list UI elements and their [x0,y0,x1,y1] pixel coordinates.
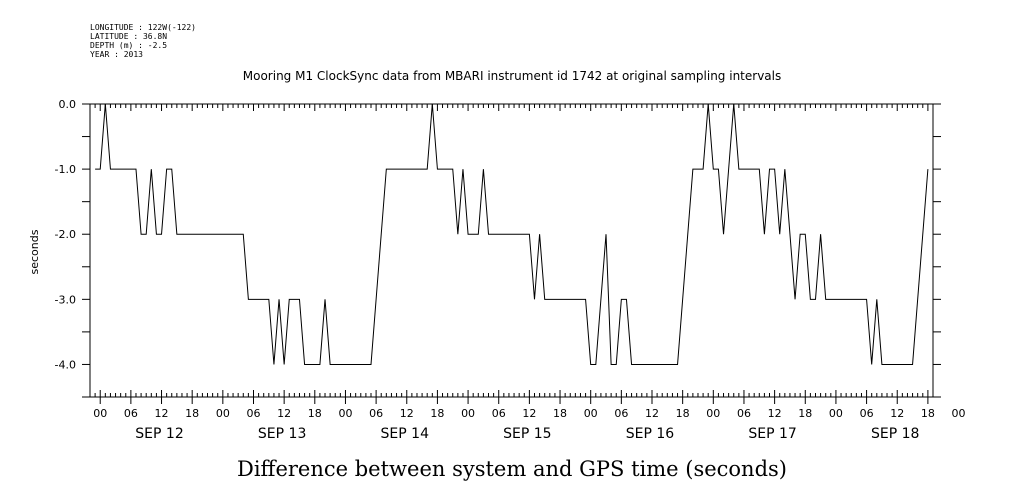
x-tick-label: 12 [277,407,291,420]
day-label: SEP 13 [258,426,306,442]
x-tick-label: 00 [952,407,966,420]
y-tick-label: -1.0 [55,163,76,176]
y-tick-label: 0.0 [59,98,77,111]
x-tick-label: 18 [430,407,444,420]
day-label: SEP 14 [381,426,430,442]
y-tick-label: -3.0 [55,293,76,306]
x-tick-label: 12 [522,407,536,420]
day-label: SEP 18 [871,426,919,442]
x-tick-label: 06 [124,407,138,420]
series-line [95,103,929,365]
y-tick-label: -2.0 [55,228,76,241]
x-tick-label: 06 [614,407,628,420]
x-tick-label: 18 [676,407,690,420]
x-tick-label: 00 [93,407,107,420]
x-tick-label: 00 [706,407,720,420]
y-tick-label: -4.0 [55,358,76,371]
x-tick-label: 12 [400,407,414,420]
x-tick-label: 12 [645,407,659,420]
metadata-block: LONGITUDE : 122W(-122) LATITUDE : 36.8N … [90,23,196,59]
year-label: YEAR : 2013 [90,50,143,59]
x-tick-label: 06 [737,407,751,420]
depth-label: DEPTH (m) : -2.5 [90,41,167,50]
day-labels: SEP 12 SEP 13 SEP 14 SEP 15 SEP 16 SEP 17 SEP … [135,426,919,442]
day-label: SEP 12 [135,426,183,442]
x-tick-label: 00 [338,407,352,420]
x-tick-label: 18 [921,407,935,420]
x-tick-label: 12 [155,407,169,420]
x-tick-label: 06 [492,407,506,420]
day-label: SEP 15 [503,426,551,442]
axis-ticks [82,103,941,404]
x-tick-label: 00 [829,407,843,420]
y-axis-label: seconds [28,229,41,274]
day-label: SEP 17 [748,426,796,442]
x-tick-label: 18 [553,407,567,420]
x-axis-label: Difference between system and GPS time (… [237,457,787,481]
longitude-label: LONGITUDE : 122W(-122) [90,23,196,32]
x-tick-label: 06 [246,407,260,420]
plot-frame [89,103,934,398]
x-tick-labels: 00 06 12 18 00 06 12 18 00 06 12 18 00 06 12 18 00 06 12 18… [93,407,965,420]
x-tick-label: 18 [308,407,322,420]
x-tick-label: 18 [798,407,812,420]
x-tick-label: 12 [890,407,904,420]
x-tick-label: 06 [860,407,874,420]
x-tick-label: 00 [584,407,598,420]
x-tick-label: 00 [216,407,230,420]
x-tick-label: 18 [185,407,199,420]
x-tick-label: 12 [768,407,782,420]
chart-title: Mooring M1 ClockSync data from MBARI ins… [243,69,781,83]
y-tick-labels: 0.0 -1.0 -2.0 -3.0 -4.0 [55,98,76,371]
latitude-label: LATITUDE : 36.8N [90,32,167,41]
day-label: SEP 16 [626,426,675,442]
x-tick-label: 00 [461,407,475,420]
x-tick-label: 06 [369,407,383,420]
